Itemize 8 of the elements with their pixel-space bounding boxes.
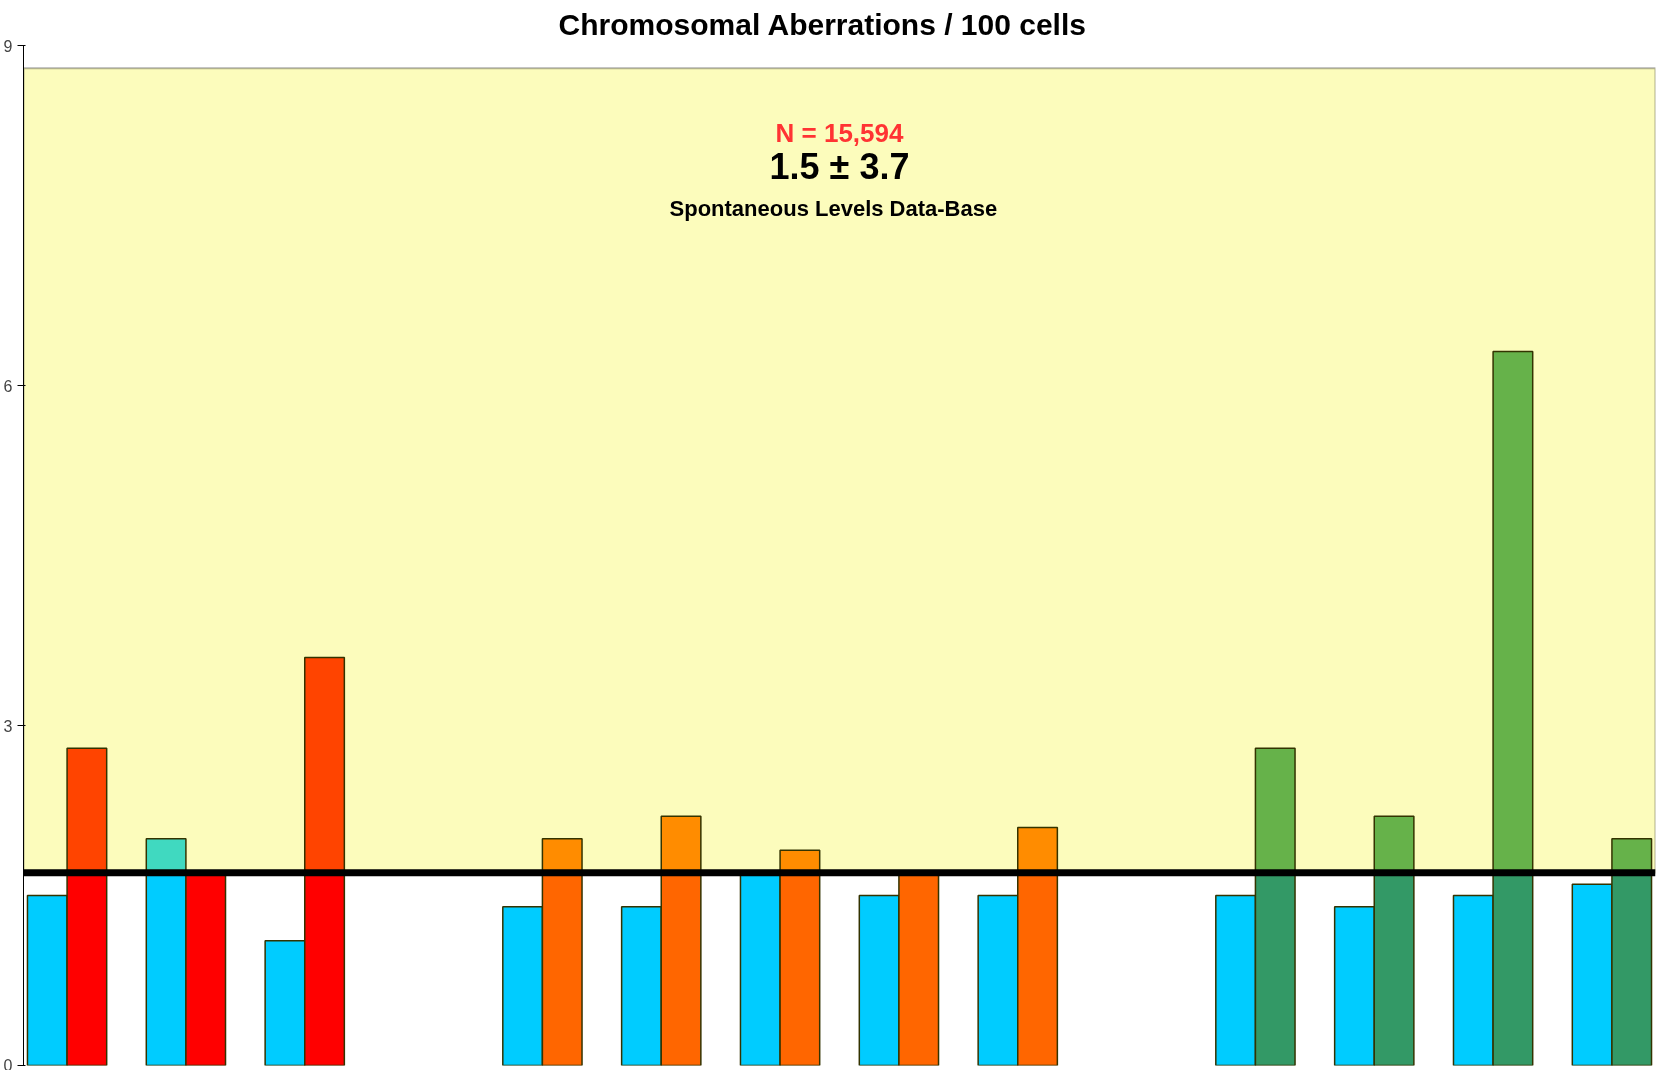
y-tick-label: 6 <box>3 377 13 395</box>
y-tick-label: 9 <box>3 37 13 55</box>
y-tick-label: 3 <box>3 717 13 735</box>
annotation: 1.5 ± 3.7 <box>769 146 910 188</box>
chart-title: Chromosomal Aberrations / 100 cells <box>558 7 1086 41</box>
annotation: N = 15,594 <box>775 117 905 148</box>
y-tick-label: 0 <box>3 1056 13 1074</box>
annotation: Spontaneous Levels Data-Base <box>669 196 998 222</box>
